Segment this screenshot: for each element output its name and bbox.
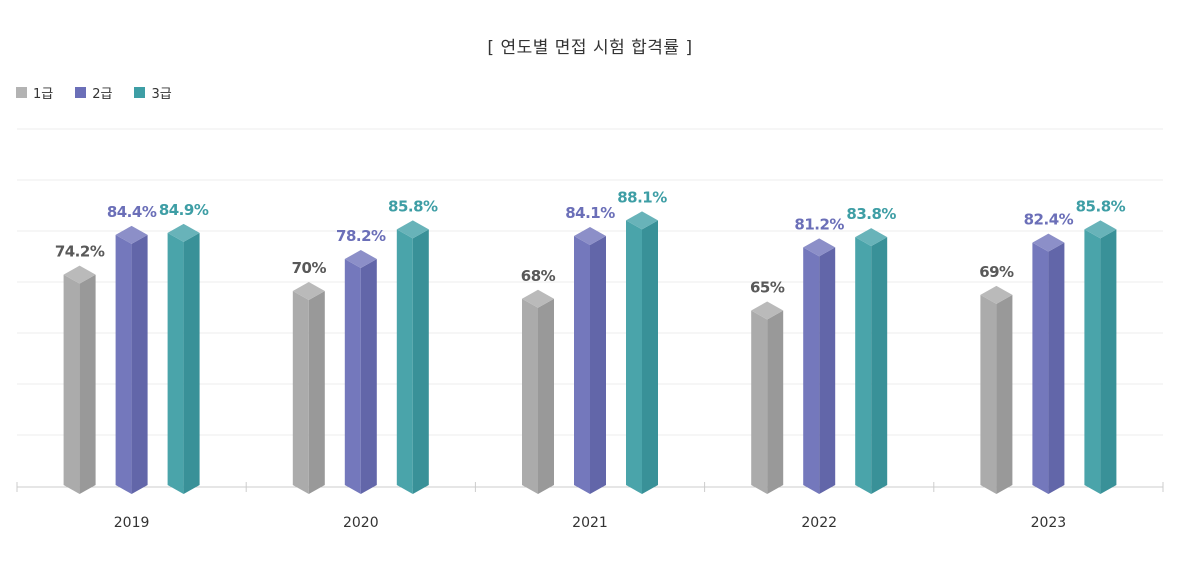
bar-face-right	[642, 220, 658, 494]
bar-top	[344, 250, 377, 269]
bar[interactable]	[115, 225, 148, 494]
bar-face-left	[63, 274, 80, 494]
bar-face-right	[79, 274, 96, 494]
data-label: 78.2%	[336, 227, 386, 245]
x-tick-label: 2019	[114, 515, 150, 531]
bar-top	[292, 282, 325, 300]
data-label: 84.4%	[107, 203, 157, 221]
bar-face-left	[396, 229, 413, 494]
bar-top	[1084, 220, 1117, 239]
bar[interactable]	[803, 238, 836, 494]
bar-top	[167, 223, 200, 242]
bar-face-left	[980, 294, 997, 494]
bar-face-right	[1100, 229, 1117, 494]
bar-face-left	[855, 237, 872, 494]
bar[interactable]	[980, 285, 1013, 494]
bar-face-right	[412, 229, 429, 494]
bar-face-left	[522, 298, 538, 494]
bar[interactable]	[522, 289, 554, 494]
bar[interactable]	[1032, 233, 1065, 494]
bar-top	[803, 238, 836, 257]
legend-item-grade3[interactable]: 3급	[134, 83, 172, 102]
data-label: 65%	[750, 279, 785, 297]
legend-swatch-grade2	[75, 87, 87, 98]
data-label: 70%	[292, 259, 327, 277]
legend-swatch-grade3	[134, 87, 146, 98]
data-label: 85.8%	[388, 197, 438, 215]
bar[interactable]	[855, 228, 888, 494]
bar-top	[522, 289, 554, 308]
bar-face-left	[751, 310, 768, 494]
bar[interactable]	[396, 220, 429, 494]
legend-label-grade2: 2급	[92, 87, 113, 102]
bar-face-right	[360, 259, 377, 494]
bar-top	[1032, 233, 1065, 252]
legend-label-grade1: 1급	[33, 87, 54, 102]
legend-label-grade3: 3급	[151, 87, 172, 102]
bar-face-right	[1048, 242, 1065, 494]
bar-top	[115, 225, 148, 244]
bar[interactable]	[574, 227, 606, 494]
bar-top	[626, 211, 658, 230]
bar[interactable]	[167, 223, 200, 494]
data-label: 85.8%	[1076, 197, 1126, 215]
bar-face-left	[115, 234, 132, 494]
legend-swatch-grade1	[16, 87, 27, 98]
legend: 1급 2급 3급	[16, 83, 172, 102]
bar-face-right	[538, 298, 554, 494]
bar[interactable]	[63, 265, 96, 494]
bar-top	[63, 265, 96, 284]
bar-face-left	[1084, 229, 1101, 494]
bar-face-right	[590, 236, 606, 494]
data-label: 88.1%	[617, 188, 667, 206]
data-label: 68%	[521, 267, 556, 285]
bar-face-left	[574, 236, 590, 494]
bar-face-left	[803, 247, 820, 494]
bar-face-left	[626, 220, 642, 494]
bar-top	[396, 220, 429, 239]
x-tick-label: 2022	[801, 515, 837, 531]
data-label: 84.1%	[565, 204, 615, 222]
bar-face-right	[767, 310, 784, 494]
data-label: 83.8%	[846, 205, 896, 223]
data-label: 84.9%	[159, 201, 209, 219]
bar-face-right	[308, 291, 325, 494]
chart-title: [ 연도별 면접 시험 합격률 ]	[487, 38, 693, 58]
bar[interactable]	[344, 250, 377, 494]
data-label: 82.4%	[1024, 211, 1074, 229]
bar-top	[980, 285, 1013, 304]
bar-face-right	[871, 237, 888, 494]
bar-face-right	[183, 232, 200, 494]
bar[interactable]	[626, 211, 658, 494]
data-label: 69%	[979, 263, 1014, 281]
data-label: 74.2%	[55, 243, 105, 261]
data-label: 81.2%	[794, 215, 844, 233]
bar-face-right	[996, 294, 1013, 494]
bar-top	[855, 228, 888, 247]
bar-face-left	[167, 232, 184, 494]
bar-face-left	[344, 259, 361, 494]
x-tick-label: 2021	[572, 515, 608, 531]
x-tick-label: 2020	[343, 515, 379, 531]
bar[interactable]	[1084, 220, 1117, 494]
bar-top	[574, 227, 606, 246]
bar-face-left	[292, 291, 309, 494]
legend-item-grade2[interactable]: 2급	[75, 83, 112, 102]
legend-item-grade1[interactable]: 1급	[16, 83, 53, 102]
bar-face-right	[131, 234, 148, 494]
bar[interactable]	[751, 301, 784, 495]
bar[interactable]	[292, 282, 325, 494]
bar-top	[751, 301, 784, 320]
bar-face-left	[1032, 242, 1049, 494]
bar-face-right	[819, 247, 836, 494]
x-tick-label: 2023	[1031, 515, 1067, 531]
